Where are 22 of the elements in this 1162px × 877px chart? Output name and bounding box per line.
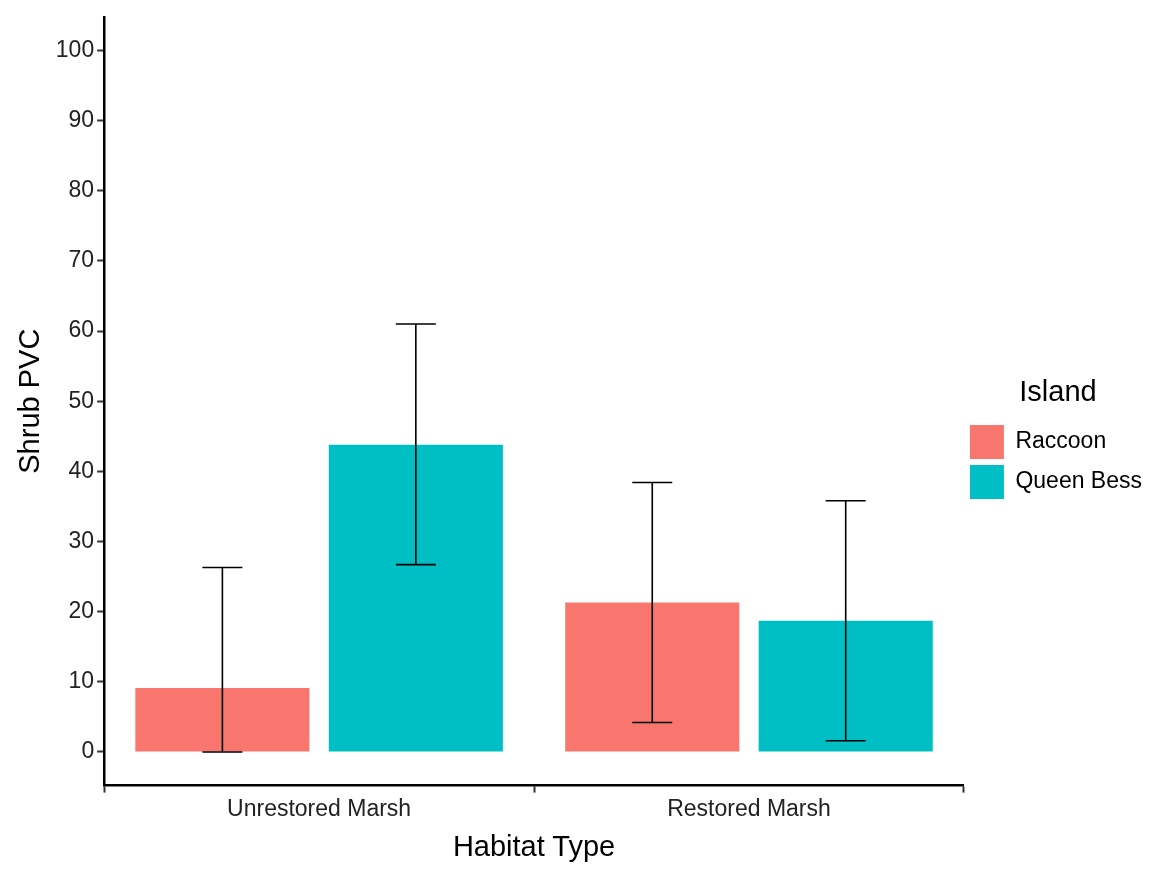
x-axis-title: Habitat Type (452, 829, 616, 862)
bar (135, 688, 310, 752)
y-tick-label: 30 (68, 526, 95, 553)
y-tick-label: 20 (68, 596, 95, 623)
bar (565, 602, 740, 752)
bar (758, 620, 933, 752)
legend-label: Queen Bess (1015, 467, 1143, 494)
legend-label: Raccoon (1015, 427, 1107, 454)
y-tick-label: 80 (68, 176, 95, 203)
y-tick-label: 60 (68, 316, 95, 343)
y-axis-title: Shrub PVC (13, 328, 46, 474)
x-tick-label: Restored Marsh (667, 794, 831, 821)
y-tick-label: 40 (68, 456, 95, 483)
y-tick-label: 50 (68, 386, 95, 413)
y-tick-label: 10 (68, 667, 95, 694)
legend-title: Island (1019, 374, 1097, 407)
bar (328, 444, 503, 752)
y-tick-label: 0 (81, 737, 95, 764)
y-tick-label: 100 (55, 35, 95, 62)
x-tick-label: Unrestored Marsh (227, 794, 412, 821)
y-tick-label: 70 (68, 246, 95, 273)
y-tick-label: 90 (68, 105, 95, 132)
